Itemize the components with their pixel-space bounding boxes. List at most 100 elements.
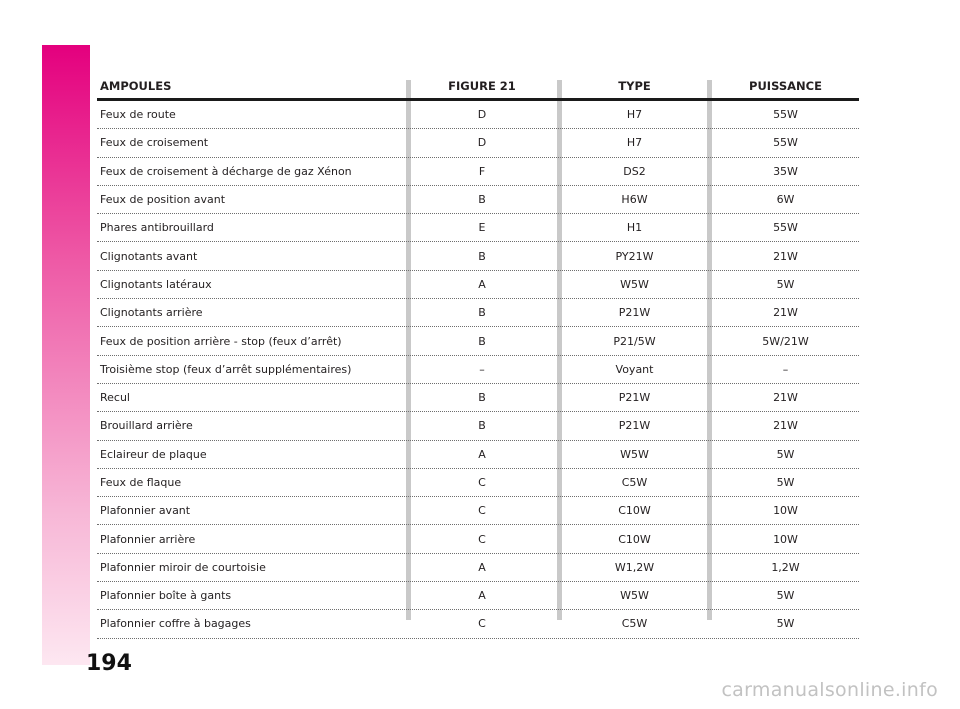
bulb-name: Feux de flaque xyxy=(100,476,182,489)
bulb-power: 6W xyxy=(776,193,795,207)
figure-ref: A xyxy=(478,589,486,603)
table-row: Recul B P21W 21W xyxy=(97,384,859,413)
bulb-power: 21W xyxy=(773,391,798,405)
column-divider xyxy=(707,80,712,620)
header-type: TYPE xyxy=(618,79,651,93)
figure-ref: C xyxy=(478,617,486,631)
bulb-name: Troisième stop (feux d’arrêt supplémenta… xyxy=(100,362,352,376)
bulb-power: 1,2W xyxy=(771,560,800,574)
figure-ref: B xyxy=(478,249,486,263)
bulb-type: P21W xyxy=(618,419,651,433)
header-figure: FIGURE 21 xyxy=(448,79,516,93)
bulb-power: 35W xyxy=(773,164,798,178)
figure-ref: C xyxy=(478,532,486,546)
figure-ref: A xyxy=(478,277,486,291)
bulb-power: 55W xyxy=(773,108,798,122)
table-row: Plafonnier coffre à bagages C C5W 5W xyxy=(97,610,859,639)
column-divider xyxy=(406,80,411,620)
figure-ref: B xyxy=(478,334,486,348)
bulb-type: H7 xyxy=(626,136,643,150)
table-row: Feux de flaque C C5W 5W xyxy=(97,469,859,498)
table-row: Feux de croisement à décharge de gaz Xén… xyxy=(97,158,859,186)
bulb-name: Eclaireur de plaque xyxy=(100,447,207,461)
bulb-table: AMPOULES FIGURE 21 TYPE PUISSANCE Feux d… xyxy=(97,76,859,639)
bulb-name: Plafonnier miroir de courtoisie xyxy=(100,560,266,574)
figure-ref: A xyxy=(478,560,486,574)
bulb-power: 21W xyxy=(773,249,798,263)
figure-ref: C xyxy=(478,504,486,518)
header-ampoules: AMPOULES xyxy=(100,79,172,93)
table-body: Feux de route D H7 55W Feux de croisement D H7… xyxy=(97,101,859,639)
bulb-name: Plafonnier avant xyxy=(100,504,191,518)
table-row: Feux de position arrière - stop (feux d’… xyxy=(97,327,859,356)
table-row: Eclaireur de plaque A W5W 5W xyxy=(97,441,859,469)
figure-ref: E xyxy=(478,221,486,235)
figure-ref: B xyxy=(478,391,486,405)
bulb-power: – xyxy=(782,362,789,376)
bulb-type: DS2 xyxy=(623,164,646,178)
bulb-name: Feux de route xyxy=(100,108,176,122)
table-row: Feux de croisement D H7 55W xyxy=(97,129,859,158)
table-row: Feux de position avant B H6W 6W xyxy=(97,186,859,215)
table-row: Clignotants arrière B P21W 21W xyxy=(97,299,859,328)
bulb-type: C10W xyxy=(618,532,651,546)
table-row: Troisième stop (feux d’arrêt supplémenta… xyxy=(97,356,859,384)
bulb-type: W5W xyxy=(620,447,649,461)
bulb-power: 5W xyxy=(776,476,795,489)
bulb-power: 5W xyxy=(776,617,795,631)
table-row: Brouillard arrière B P21W 21W xyxy=(97,412,859,441)
table-row: Plafonnier boîte à gants A W5W 5W xyxy=(97,582,859,611)
figure-ref: C xyxy=(478,476,486,489)
figure-ref: B xyxy=(478,419,486,433)
bulb-name: Phares antibrouillard xyxy=(100,221,214,235)
bulb-type: Voyant xyxy=(615,362,654,376)
watermark: carmanualsonline.info xyxy=(721,679,938,701)
table-row: Clignotants avant B PY21W 21W xyxy=(97,242,859,271)
header-puissance: PUISSANCE xyxy=(749,79,822,93)
bulb-power: 10W xyxy=(773,532,798,546)
table-header: AMPOULES FIGURE 21 TYPE PUISSANCE xyxy=(97,76,859,101)
bulb-type: H7 xyxy=(626,108,643,122)
bulb-name: Plafonnier coffre à bagages xyxy=(100,617,251,631)
table-row: Phares antibrouillard E H1 55W xyxy=(97,214,859,243)
bulb-type: C5W xyxy=(621,617,648,631)
bulb-power: 5W xyxy=(776,447,795,461)
bulb-power: 21W xyxy=(773,306,798,320)
bulb-power: 5W xyxy=(776,589,795,603)
bulb-type: P21W xyxy=(618,306,651,320)
bulb-power: 5W/21W xyxy=(762,334,809,348)
bulb-name: Recul xyxy=(100,391,130,405)
table-row: Feux de route D H7 55W xyxy=(97,101,859,130)
bulb-type: P21W xyxy=(618,391,651,405)
figure-ref: F xyxy=(478,164,486,178)
bulb-type: W1,2W xyxy=(614,560,655,574)
bulb-type: H6W xyxy=(621,193,648,207)
bulb-name: Clignotants avant xyxy=(100,249,198,263)
bulb-name: Plafonnier arrière xyxy=(100,532,196,546)
bulb-type: W5W xyxy=(620,589,649,603)
bulb-type: C10W xyxy=(618,504,651,518)
bulb-power: 55W xyxy=(773,221,798,235)
figure-ref: B xyxy=(478,306,486,320)
bulb-name: Plafonnier boîte à gants xyxy=(100,589,232,603)
figure-ref: D xyxy=(477,136,487,150)
section-color-band: S’IL VOUS ARRIVE 194 xyxy=(42,45,132,676)
bulb-type: C5W xyxy=(621,476,648,489)
table-row: Plafonnier avant C C10W 10W xyxy=(97,497,859,526)
bulb-name: Feux de croisement à décharge de gaz Xén… xyxy=(100,164,352,178)
bulb-type: H1 xyxy=(626,221,643,235)
bulb-power: 10W xyxy=(773,504,798,518)
figure-ref: B xyxy=(478,193,486,207)
bulb-name: Clignotants latéraux xyxy=(100,277,212,291)
bulb-type: W5W xyxy=(620,277,649,291)
bulb-name: Clignotants arrière xyxy=(100,306,203,320)
bulb-power: 21W xyxy=(773,419,798,433)
table-row: Clignotants latéraux A W5W 5W xyxy=(97,271,859,300)
bulb-power: 55W xyxy=(773,136,798,150)
bulb-type: P21/5W xyxy=(613,334,656,348)
figure-ref: A xyxy=(478,447,486,461)
bulb-name: Brouillard arrière xyxy=(100,419,193,433)
figure-ref: – xyxy=(479,362,485,376)
page-number: 194 xyxy=(86,651,132,676)
figure-ref: D xyxy=(477,108,487,122)
